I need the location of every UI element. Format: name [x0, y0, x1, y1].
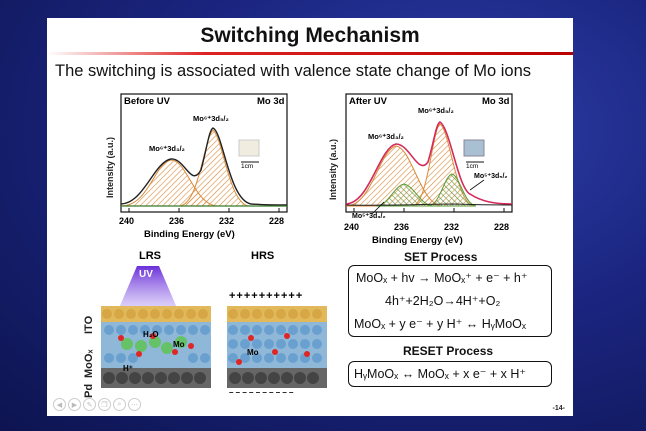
reset-process-box: HᵧMoOₓ ↔ MoOₓ + x e⁻ + x H⁺: [348, 361, 552, 387]
right-peak-c-label: Mo⁵⁺3d₅/₂: [474, 173, 508, 180]
hrs-minus-row: – – – – – – – – – –: [229, 388, 294, 397]
reset-process-heading: RESET Process: [403, 344, 494, 358]
right-tick-2: 232: [444, 222, 460, 232]
left-peak-a-label: Mo⁶⁺3d₃/₂: [149, 144, 185, 153]
title-underline: [47, 52, 573, 55]
next-icon[interactable]: ▶: [68, 398, 81, 411]
right-scale-label: 1cm: [466, 163, 479, 170]
right-tick-labels: 240 236 232 228: [324, 222, 534, 234]
right-xlabel: Binding Energy (eV): [372, 235, 463, 246]
left-sample-photo: [238, 139, 260, 157]
slide-nav-toolbar: ◀ ▶ ✎ ❐ ⌕ ⋯: [53, 398, 141, 411]
presentation-slide: Switching Mechanism The switching is ass…: [47, 18, 573, 416]
lrs-h-label: H⁺: [123, 364, 133, 373]
right-peak-d-label: Mo⁵⁺3d₃/₂: [352, 213, 386, 220]
copy-icon[interactable]: ❐: [98, 398, 111, 411]
left-tick-3: 228: [269, 216, 285, 226]
hrs-plus-row: ++++++++++: [229, 290, 304, 302]
right-tick-0: 240: [344, 222, 360, 232]
uv-label: UV: [139, 269, 153, 280]
uv-beam: [119, 266, 177, 308]
left-element-label: Mo 3d: [257, 96, 285, 107]
pen-icon[interactable]: ✎: [83, 398, 96, 411]
right-tick-3: 228: [494, 222, 510, 232]
ito-layer-label: ITO: [83, 315, 95, 334]
right-xps-plot: After UV Mo 3d Mo⁶⁺3d₃/₂ Mo⁶⁺3d₅/₂ Mo⁵⁺3…: [324, 88, 534, 256]
left-xps-plot: Before UV Mo 3d Mo⁶⁺3d₃/₂ Mo⁶⁺3d₅/₂ 1cm …: [99, 88, 295, 256]
set-eq-2: 4h⁺+2H₂O→4H⁺+O₂: [385, 294, 501, 308]
zoom-icon[interactable]: ⌕: [113, 398, 126, 411]
pd-layer-label: Pd: [83, 383, 95, 398]
lrs-h2o-label: H₂O: [143, 330, 159, 339]
lrs-mo-label: Mo: [173, 340, 185, 349]
left-tick-labels: 240 236 232 228: [99, 216, 295, 228]
left-xlabel: Binding Energy (eV): [144, 229, 235, 240]
hrs-label: HRS: [251, 250, 275, 262]
lrs-label: LRS: [139, 250, 161, 262]
right-condition-label: After UV: [349, 96, 388, 107]
hrs-stack: [227, 306, 327, 388]
right-peak-a-label: Mo⁶⁺3d₃/₂: [368, 132, 404, 141]
left-peak-b: [178, 129, 250, 207]
right-element-label: Mo 3d: [482, 96, 510, 107]
left-condition-label: Before UV: [124, 96, 170, 107]
set-eq-1: MoOₓ + hv → MoOₓ⁺ + e⁻ + h⁺: [356, 271, 528, 285]
slide-title: Switching Mechanism: [200, 24, 420, 47]
right-envelope: [345, 121, 513, 205]
page-number: -14-: [552, 405, 565, 412]
right-ylabel: Intensity (a.u.): [328, 138, 338, 200]
left-plot-frame: [120, 93, 288, 213]
set-process-heading: SET Process: [404, 250, 478, 264]
right-plot-frame: [345, 93, 513, 213]
left-envelope: [120, 127, 288, 206]
left-tick-0: 240: [119, 216, 135, 226]
left-scale-label: 1cm: [241, 163, 254, 170]
right-tick-1: 236: [394, 222, 410, 232]
moo-layer-label: MoOₓ: [83, 349, 95, 378]
right-peak-b-label: Mo⁶⁺3d₅/₂: [418, 106, 454, 115]
device-diagram: LRS HRS: [81, 250, 341, 400]
left-tick-2: 232: [219, 216, 235, 226]
left-peak-b-label: Mo⁶⁺3d₅/₂: [193, 114, 229, 123]
right-sample-photo: [463, 139, 485, 157]
prev-icon[interactable]: ◀: [53, 398, 66, 411]
lrs-stack: [101, 306, 211, 388]
slide-subtitle: The switching is associated with valence…: [55, 62, 532, 80]
left-tick-1: 236: [169, 216, 185, 226]
hrs-mo-label: Mo: [247, 348, 259, 357]
more-icon[interactable]: ⋯: [128, 398, 141, 411]
set-process-box: MoOₓ + hv → MoOₓ⁺ + e⁻ + h⁺ 4h⁺+2H₂O→4H⁺…: [348, 265, 552, 337]
reset-eq-1: HᵧMoOₓ ↔ MoOₓ + x e⁻ + x H⁺: [354, 367, 526, 381]
set-eq-3: MoOₓ + y e⁻ + y H⁺ ↔ HᵧMoOₓ: [354, 317, 526, 331]
left-ylabel: Intensity (a.u.): [105, 136, 115, 198]
